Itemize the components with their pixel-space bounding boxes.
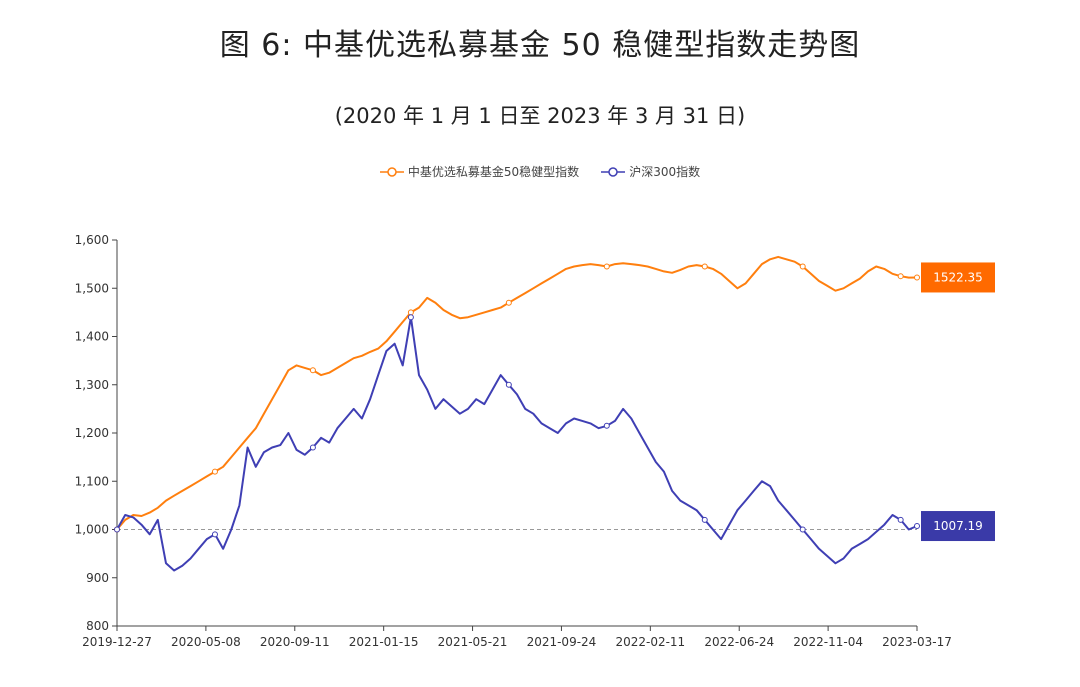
x-tick-label: 2023-03-17 bbox=[882, 635, 952, 649]
series-2-point bbox=[505, 381, 512, 388]
y-tick-label: 1,300 bbox=[75, 378, 109, 392]
x-tick-label: 2022-02-11 bbox=[615, 635, 685, 649]
legend-marker-series1 bbox=[379, 166, 404, 177]
series-2-end-label: 1007.19 bbox=[933, 519, 983, 533]
series-1-point bbox=[211, 468, 218, 475]
x-tick-label: 2019-12-27 bbox=[82, 635, 152, 649]
series-line-2 bbox=[116, 316, 918, 572]
y-tick-label: 1,400 bbox=[75, 330, 109, 344]
y-tick-label: 900 bbox=[86, 571, 109, 585]
series-1-end-point bbox=[914, 274, 920, 281]
x-tick-label: 2021-05-21 bbox=[438, 635, 508, 649]
legend-item-series2[interactable]: 沪深300指数 bbox=[601, 163, 700, 180]
x-tick-label: 2020-09-11 bbox=[260, 635, 330, 649]
y-tick-label: 1,500 bbox=[75, 281, 109, 295]
series-2-point bbox=[799, 526, 806, 533]
x-tick-label: 2020-05-08 bbox=[171, 635, 241, 649]
y-tick-label: 1,100 bbox=[75, 474, 109, 488]
x-tick-label: 2021-09-24 bbox=[527, 635, 597, 649]
series-2-point bbox=[211, 531, 218, 538]
y-tick-label: 800 bbox=[86, 619, 109, 633]
y-tick-label: 1,000 bbox=[75, 523, 109, 537]
series-1-point bbox=[309, 367, 316, 374]
series-1-end-label-box bbox=[921, 262, 995, 293]
series-2-point bbox=[897, 516, 904, 523]
series-1-point bbox=[407, 309, 414, 316]
x-tick-label: 2022-06-24 bbox=[704, 635, 774, 649]
series-1-point bbox=[897, 273, 904, 280]
legend-label-series1: 中基优选私募基金50稳健型指数 bbox=[407, 165, 580, 179]
x-tick-label: 2022-11-04 bbox=[793, 635, 863, 649]
series-2-point bbox=[407, 314, 414, 321]
series-2-point bbox=[701, 516, 708, 523]
legend-label-series2: 沪深300指数 bbox=[629, 165, 701, 179]
y-tick-label: 1,600 bbox=[75, 233, 109, 247]
x-tick-label: 2021-01-15 bbox=[349, 635, 419, 649]
series-1-point bbox=[505, 299, 512, 306]
series-1-point bbox=[799, 263, 806, 270]
series-1-point bbox=[701, 263, 708, 270]
chart-subtitle: (2020 年 1 月 1 日至 2023 年 3 月 31 日) bbox=[334, 104, 746, 128]
series-2-end-point bbox=[914, 523, 920, 530]
series-1-point bbox=[603, 263, 610, 270]
series-1-end-label: 1522.35 bbox=[933, 270, 983, 284]
series-2-point bbox=[309, 444, 316, 451]
legend: 中基优选私募基金50稳健型指数 沪深300指数 bbox=[0, 163, 1080, 180]
y-tick-label: 1,200 bbox=[75, 426, 109, 440]
series-line-1 bbox=[116, 255, 918, 531]
legend-item-series1[interactable]: 中基优选私募基金50稳健型指数 bbox=[379, 163, 580, 180]
legend-marker-series2 bbox=[601, 166, 626, 177]
chart-title: 图 6: 中基优选私募基金 50 稳健型指数走势图 bbox=[219, 28, 861, 63]
series-2-point bbox=[603, 422, 610, 429]
series-2-end-label-box bbox=[921, 511, 995, 542]
series-2-point bbox=[114, 526, 120, 533]
